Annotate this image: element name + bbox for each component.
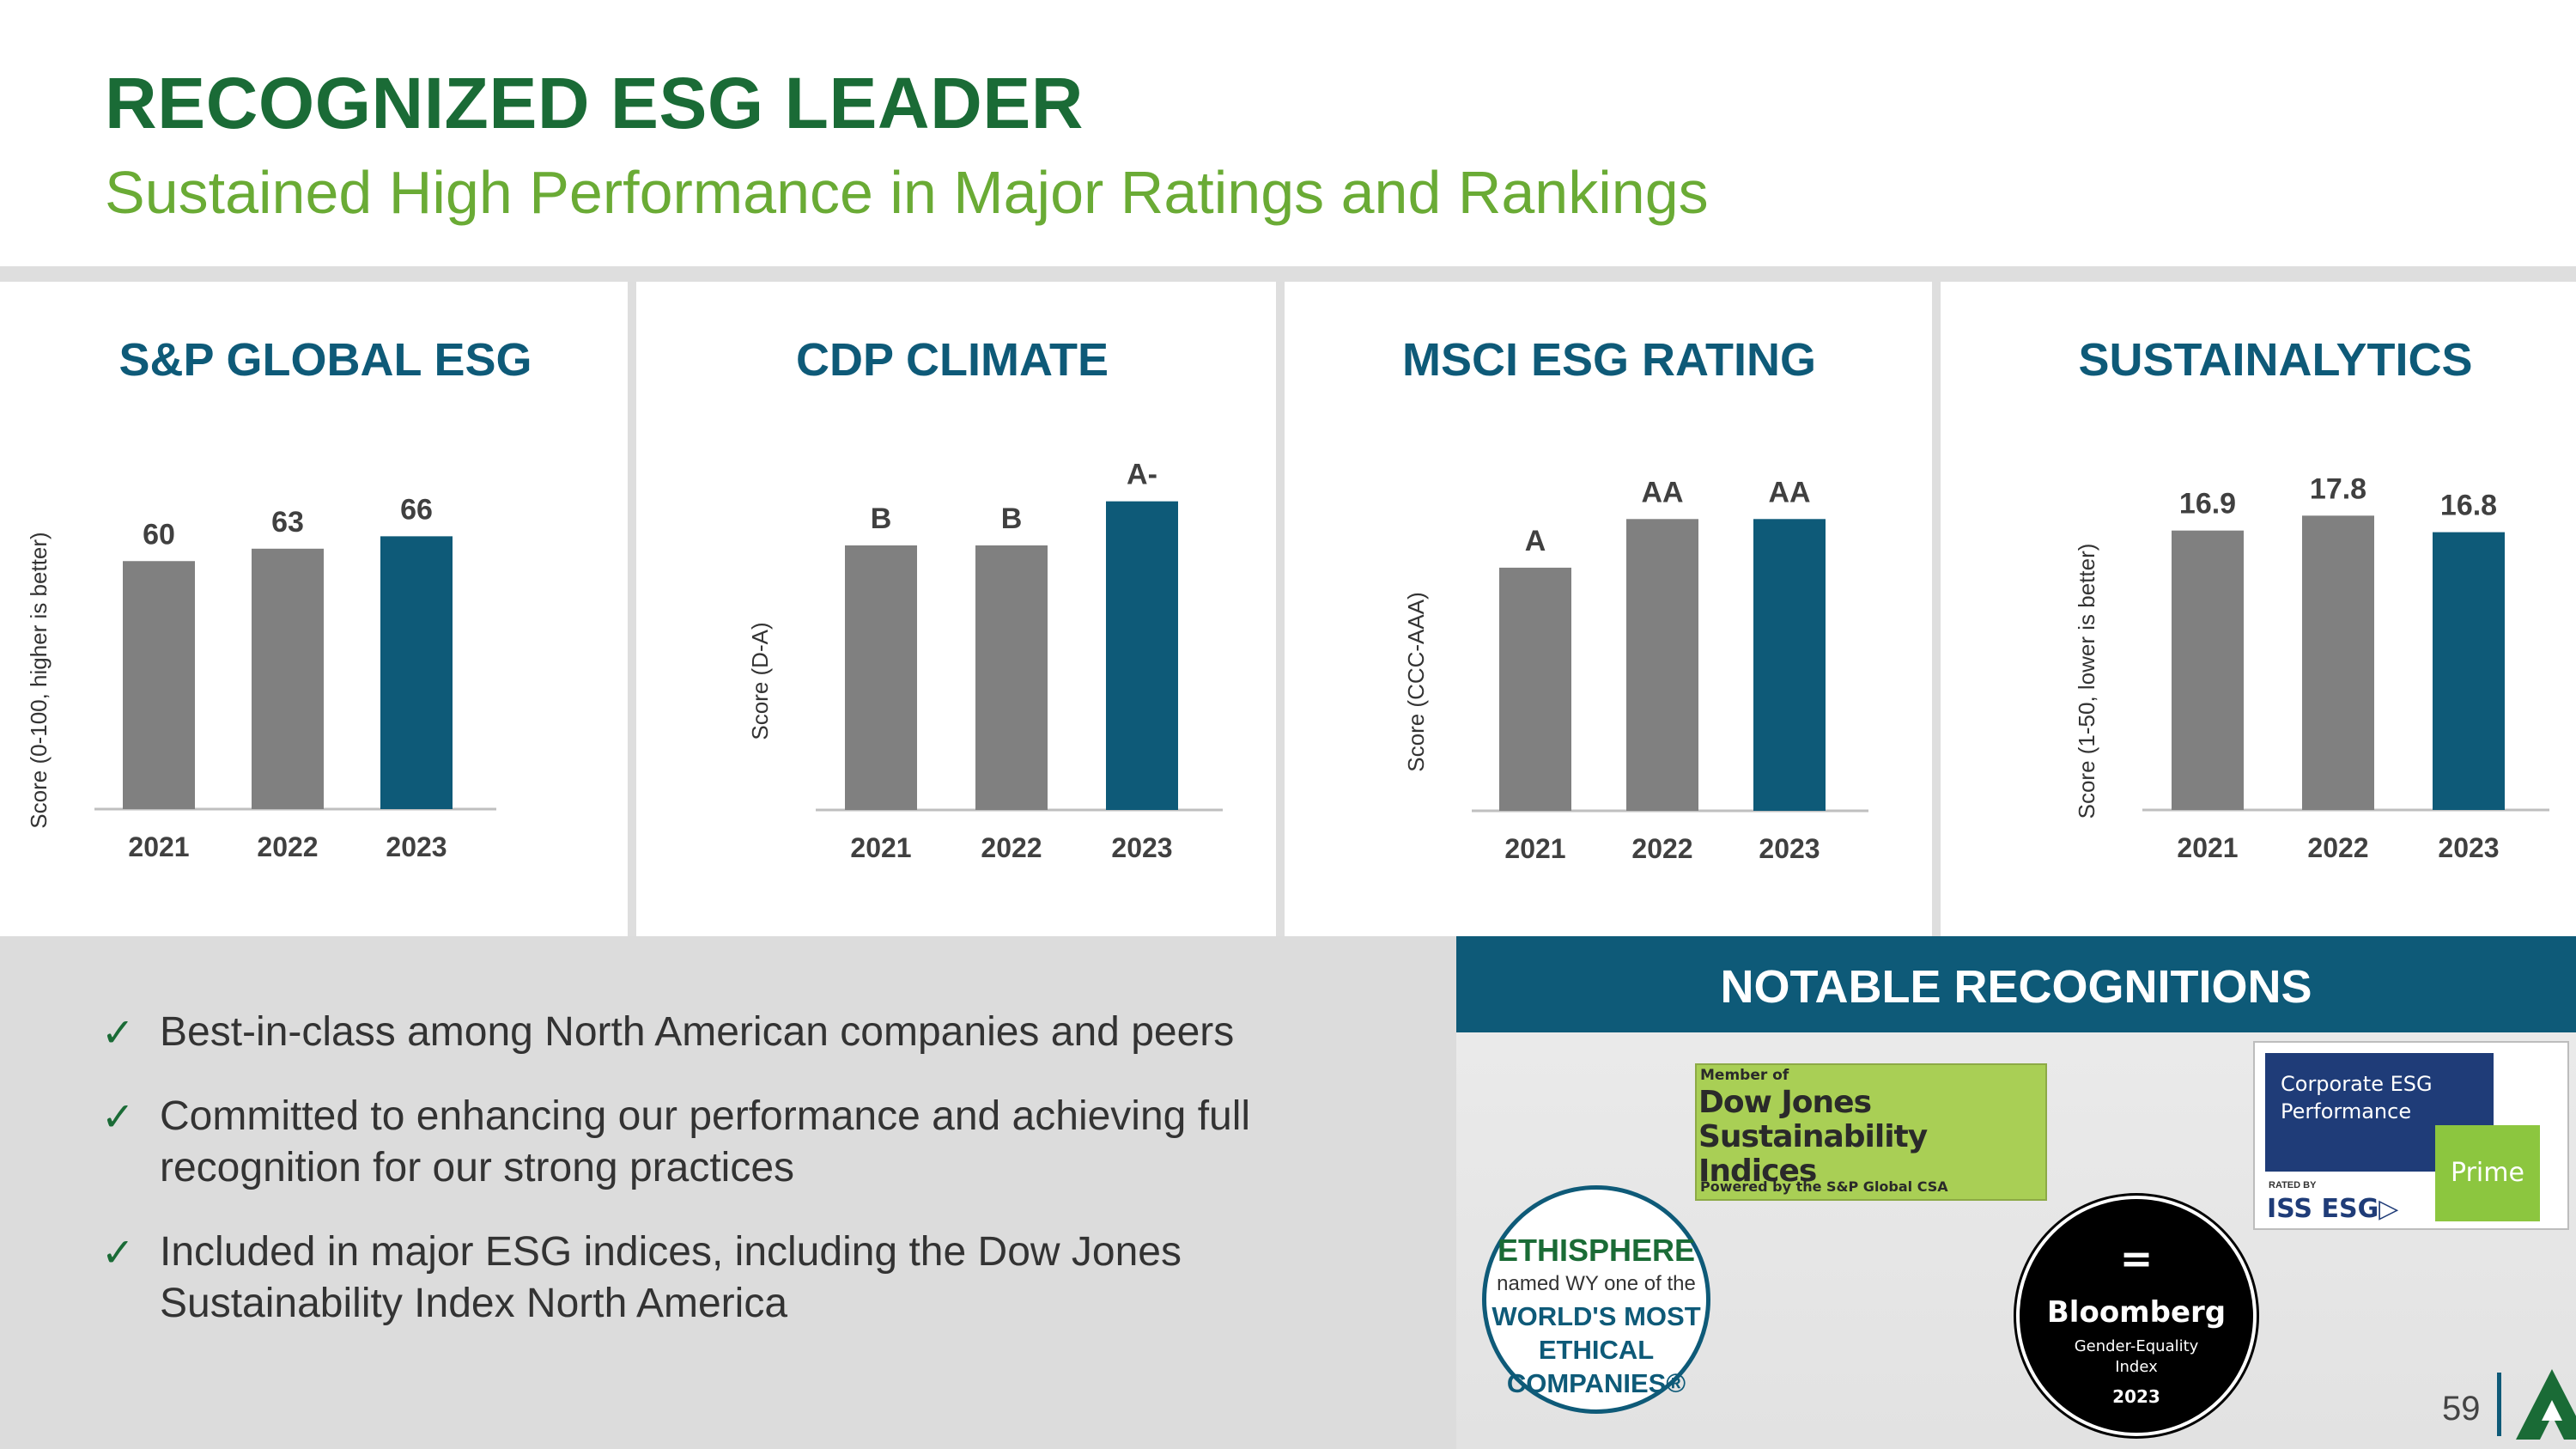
y-axis-label: Score (CCC-AAA) bbox=[1403, 592, 1429, 771]
x-tick-label: 2023 bbox=[1111, 832, 1172, 863]
data-label: 17.8 bbox=[2310, 472, 2366, 505]
data-label: AA bbox=[1641, 476, 1683, 508]
x-tick-label: 2021 bbox=[1504, 833, 1565, 864]
chart-svg: Score (1-50, lower is better) 16.9 2021 17.… bbox=[2074, 472, 2549, 863]
list-item: ✓ Best-in-class among North American comp… bbox=[101, 1007, 1389, 1058]
check-icon: ✓ bbox=[101, 1010, 135, 1055]
iss-rated-by: RATED BY bbox=[2269, 1180, 2317, 1190]
x-tick-label: 2022 bbox=[1631, 833, 1692, 864]
bar bbox=[123, 561, 195, 809]
page-subtitle: Sustained High Performance in Major Rati… bbox=[105, 159, 1709, 226]
iss-performance-label: Corporate ESG Performance bbox=[2265, 1053, 2494, 1172]
panel-title-msci: MSCI ESG RATING bbox=[1401, 334, 1817, 386]
bloomberg-index-name: Gender-Equality Index bbox=[2074, 1337, 2199, 1376]
iss-logo: ISS ESG▷ bbox=[2267, 1194, 2399, 1224]
bar bbox=[2302, 515, 2374, 810]
bottom-left-panel bbox=[0, 936, 1456, 1449]
ethisphere-name: ETHISPHERE bbox=[1497, 1233, 1696, 1268]
list-item-text: Included in major ESG indices, including… bbox=[160, 1229, 1182, 1326]
list-item: ✓ Committed to enhancing our performance … bbox=[101, 1091, 1389, 1194]
bar bbox=[380, 536, 453, 809]
tree-logo-icon bbox=[2516, 1369, 2576, 1440]
data-label: 16.8 bbox=[2440, 490, 2497, 522]
chart-cdp-climate: Score (D-A) B 2021 B 2022 A- 2023 bbox=[721, 429, 1357, 893]
recognitions-header: NOTABLE RECOGNITIONS bbox=[1456, 936, 2576, 1032]
y-axis-label: Score (D-A) bbox=[747, 622, 773, 740]
dow-jones-powered-text: Powered by the S&P Global CSA bbox=[1700, 1178, 1948, 1195]
x-tick-label: 2021 bbox=[128, 831, 189, 862]
list-item-text: Best-in-class among North American compa… bbox=[160, 1009, 1235, 1055]
chart-svg: Score (CCC-AAA) A 2021 AA 2022 AA 2023 bbox=[1403, 476, 1868, 864]
notable-recognitions-panel: NOTABLE RECOGNITIONS Member of Dow Jones… bbox=[1456, 936, 2576, 1449]
bar bbox=[2433, 532, 2505, 810]
bar bbox=[1499, 567, 1571, 811]
chart-svg: Score (D-A) B 2021 B 2022 A- 2023 bbox=[747, 459, 1223, 863]
ethisphere-named-text: named WY one of the bbox=[1497, 1272, 1696, 1295]
panel-divider bbox=[1276, 282, 1285, 936]
bar bbox=[1626, 519, 1698, 811]
chart-sp-global-esg: Score (0-100, higher is better) 60 2021 63 2… bbox=[0, 429, 635, 893]
list-item-text: Committed to enhancing our performance a… bbox=[160, 1093, 1251, 1190]
bar bbox=[975, 545, 1048, 810]
iss-esg-badge: Corporate ESG Performance Prime RATED BY … bbox=[2253, 1041, 2569, 1230]
y-axis-label: Score (1-50, lower is better) bbox=[2074, 544, 2099, 819]
bar bbox=[1106, 501, 1178, 810]
data-label: 66 bbox=[400, 493, 433, 526]
data-label: B bbox=[1001, 502, 1023, 535]
x-tick-label: 2023 bbox=[1759, 833, 1820, 864]
x-tick-label: 2021 bbox=[850, 832, 911, 863]
ethisphere-award-text: WORLD'S MOST ETHICAL COMPANIES® bbox=[1492, 1301, 1701, 1398]
key-points-list: ✓ Best-in-class among North American comp… bbox=[101, 1007, 1389, 1362]
data-label: 60 bbox=[143, 518, 175, 551]
top-divider bbox=[0, 266, 2576, 282]
data-label: 63 bbox=[271, 506, 304, 539]
logo-separator bbox=[2497, 1373, 2501, 1436]
x-tick-label: 2023 bbox=[2438, 832, 2499, 863]
data-label: A bbox=[1525, 525, 1546, 557]
bar bbox=[2172, 530, 2244, 810]
check-icon: ✓ bbox=[101, 1230, 135, 1275]
panel-divider bbox=[628, 282, 636, 936]
panel-title-sp-global: S&P GLOBAL ESG bbox=[118, 334, 532, 386]
chart-sustainalytics: Score (1-50, lower is better) 16.9 2021 17.… bbox=[2048, 429, 2576, 893]
check-icon: ✓ bbox=[101, 1094, 135, 1139]
data-label: AA bbox=[1768, 476, 1810, 508]
data-label: A- bbox=[1127, 459, 1157, 491]
panel-title-cdp: CDP CLIMATE bbox=[796, 334, 1109, 386]
x-tick-label: 2022 bbox=[2307, 832, 2368, 863]
data-label: 16.9 bbox=[2179, 488, 2236, 521]
dow-jones-member-text: Member of bbox=[1700, 1067, 1789, 1084]
y-axis-label: Score (0-100, higher is better) bbox=[26, 532, 52, 828]
dow-jones-name: Dow Jones Sustainability Indices bbox=[1698, 1085, 1928, 1189]
bar bbox=[1753, 519, 1826, 811]
bloomberg-year: 2023 bbox=[2112, 1386, 2160, 1407]
bar bbox=[252, 548, 324, 809]
panel-title-sustainalytics: SUSTAINALYTICS bbox=[2078, 334, 2473, 386]
ethisphere-badge: ETHISPHERE named WY one of the WORLD'S M… bbox=[1482, 1185, 1710, 1414]
page-title: RECOGNIZED ESG LEADER bbox=[105, 63, 1084, 143]
x-tick-label: 2022 bbox=[257, 831, 318, 862]
x-tick-label: 2023 bbox=[386, 831, 447, 862]
chart-svg: Score (0-100, higher is better) 60 2021 63 2… bbox=[26, 493, 496, 862]
bar bbox=[845, 545, 917, 810]
list-item: ✓ Included in major ESG indices, includin… bbox=[101, 1227, 1389, 1330]
bloomberg-gei-badge: = Bloomberg Gender-Equality Index 2023 bbox=[2016, 1196, 2257, 1436]
panel-divider bbox=[1932, 282, 1941, 936]
data-label: B bbox=[871, 502, 892, 535]
iss-prime-label: Prime bbox=[2435, 1125, 2540, 1221]
dow-jones-badge: Member of Dow Jones Sustainability Indice… bbox=[1695, 1063, 2047, 1201]
chart-msci-esg-rating: Score (CCC-AAA) A 2021 AA 2022 AA 2023 bbox=[1377, 429, 2013, 893]
bloomberg-name: Bloomberg bbox=[2046, 1295, 2227, 1330]
x-tick-label: 2021 bbox=[2177, 832, 2238, 863]
page-number: 59 bbox=[2442, 1390, 2481, 1428]
bloomberg-equals-icon: = bbox=[2119, 1235, 2154, 1282]
x-tick-label: 2022 bbox=[981, 832, 1042, 863]
